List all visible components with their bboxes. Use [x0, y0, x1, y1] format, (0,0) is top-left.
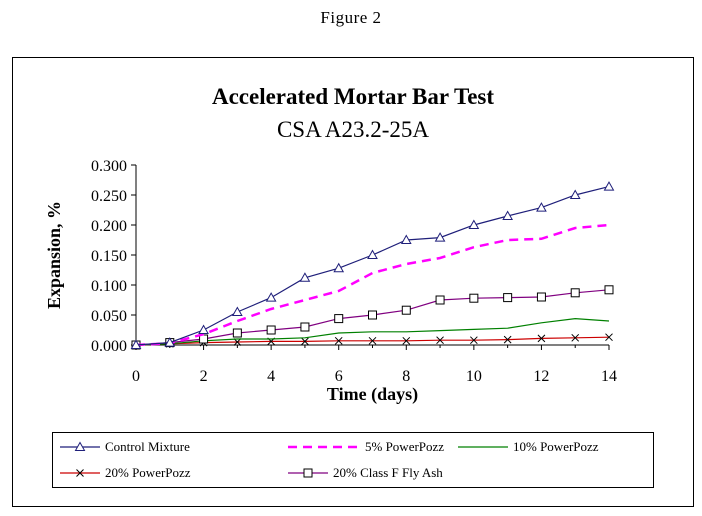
data-point	[368, 336, 377, 345]
data-point	[468, 219, 480, 229]
data-point	[367, 249, 378, 259]
y-tick-label: 0.300	[91, 158, 127, 175]
legend-swatch	[60, 469, 100, 477]
data-point	[334, 336, 343, 345]
data-point	[232, 328, 242, 338]
data-point	[570, 288, 580, 298]
legend-swatch	[288, 445, 360, 449]
data-point	[435, 295, 445, 305]
x-tick-label: 10	[466, 368, 482, 385]
legend-item: 20% Class F Fly Ash	[287, 464, 443, 482]
legend-swatch	[458, 446, 508, 448]
legend-item: 10% PowerPozz	[457, 438, 599, 456]
data-point	[470, 336, 478, 345]
legend-label: 10% PowerPozz	[513, 439, 599, 454]
data-point	[434, 232, 446, 242]
y-tick-label: 0.150	[91, 248, 127, 265]
x-axis-label: Time (days)	[327, 384, 418, 405]
data-point	[537, 334, 546, 343]
y-tick-label: 0.100	[91, 278, 127, 295]
y-tick-label: 0.250	[91, 188, 127, 205]
x-tick-label: 8	[402, 368, 410, 385]
legend-label: 5% PowerPozz	[365, 439, 445, 454]
legend-marker	[76, 469, 84, 477]
chart-legend: Control Mixture 5% PowerPozz 10% PowerPozz…	[52, 432, 654, 488]
x-tick-label: 4	[267, 368, 275, 385]
data-point	[164, 337, 176, 347]
x-tick-label: 12	[533, 368, 549, 385]
data-point	[503, 335, 512, 344]
data-point	[536, 202, 547, 212]
y-tick-label: 0.000	[91, 338, 127, 355]
chart-subtitle: CSA A23.2-25A	[276, 117, 430, 142]
legend-item: 5% PowerPozz	[287, 438, 444, 456]
x-tick-label: 6	[335, 368, 343, 385]
chart-plot: 0.000 0.050 0.100 0.150 0.200 0.250 0.300 0 2 4 6 8…	[44, 158, 617, 405]
data-point	[503, 293, 513, 303]
x-tick-label: 0	[132, 368, 140, 385]
chart-frame	[12, 57, 694, 507]
data-point	[266, 325, 276, 335]
data-point	[368, 310, 377, 320]
figure-label: Figure 2	[320, 8, 382, 27]
series-line	[135, 317, 610, 346]
y-tick-label: 0.050	[91, 308, 127, 325]
data-point	[232, 306, 243, 316]
data-point	[571, 333, 580, 342]
chart-title: Accelerated Mortar Bar Test	[211, 84, 495, 109]
x-tick-label: 2	[200, 368, 208, 385]
legend-swatch	[288, 468, 328, 478]
data-point	[198, 324, 209, 334]
data-point	[130, 339, 142, 349]
legend-item: 20% PowerPozz	[59, 464, 191, 482]
data-point	[265, 292, 277, 302]
legend-label: 20% PowerPozz	[105, 465, 191, 480]
y-axis-label: Expansion, %	[44, 201, 64, 309]
legend-label: 20% Class F Fly Ash	[333, 465, 443, 480]
x-tick-label: 14	[601, 368, 617, 385]
data-point	[469, 293, 479, 303]
data-point	[605, 333, 613, 342]
legend-item: Control Mixture	[59, 438, 190, 456]
y-tick-label: 0.200	[91, 218, 127, 235]
data-point	[569, 189, 581, 199]
data-point	[299, 272, 311, 282]
series-line	[135, 223, 610, 347]
data-point	[333, 262, 345, 273]
data-point	[301, 337, 309, 346]
data-point	[401, 305, 411, 315]
data-point	[603, 181, 615, 191]
data-point	[400, 234, 412, 244]
data-point	[604, 285, 614, 295]
data-point	[334, 314, 344, 324]
data-point	[402, 336, 411, 345]
legend-label: Control Mixture	[105, 439, 190, 454]
legend-marker	[74, 441, 86, 451]
legend-marker	[303, 468, 313, 478]
legend-swatch	[60, 441, 100, 451]
data-point	[436, 336, 444, 345]
data-point	[502, 210, 513, 220]
data-point	[300, 322, 310, 332]
data-point	[536, 292, 546, 302]
